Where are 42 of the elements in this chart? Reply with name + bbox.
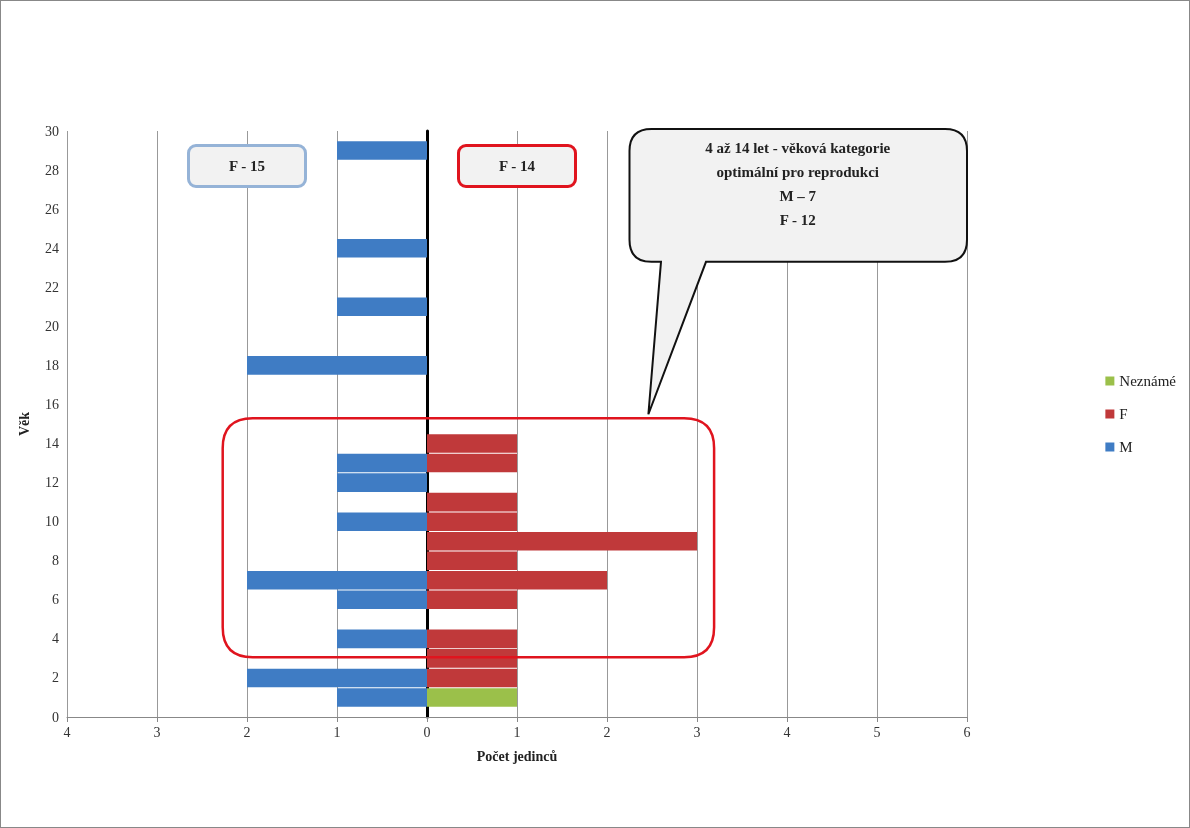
y-tick-label: 26 (45, 201, 59, 217)
bar (337, 512, 427, 531)
y-tick-label: 28 (45, 162, 59, 178)
x-tick-label: 5 (873, 724, 881, 740)
bar (247, 356, 427, 375)
x-tick-label: 1 (333, 724, 341, 740)
y-tick-label: 0 (52, 709, 59, 725)
y-tick-label: 14 (45, 436, 59, 452)
annotation: F - 14 (499, 157, 536, 177)
y-tick-label: 12 (45, 475, 59, 491)
y-tick-label: 10 (45, 514, 59, 530)
bar (337, 629, 427, 649)
bar (337, 238, 427, 258)
y-axis-title: Věk (16, 411, 32, 437)
x-axis-title: Počet jedinců (476, 748, 558, 764)
annotation: F - 15 (229, 157, 266, 177)
y-tick-label: 22 (45, 279, 59, 295)
bar (427, 688, 517, 707)
legend-label: M (1119, 439, 1133, 455)
legend-label: F (1119, 406, 1128, 422)
x-tick-label: 1 (513, 724, 521, 740)
y-tick-label: 2 (52, 670, 59, 686)
y-tick-label: 30 (45, 123, 59, 139)
x-tick-label: 0 (423, 724, 431, 740)
annotation: 4 až 14 let - věková kategorie optimální pro reprodukci M – 7 F - 12 (705, 138, 891, 230)
y-tick-label: 24 (45, 240, 59, 256)
bar (337, 297, 427, 317)
x-tick-label: 4 (783, 724, 791, 740)
x-tick-label: 2 (603, 724, 611, 740)
y-tick-label: 4 (52, 631, 59, 647)
y-tick-label: 8 (52, 553, 59, 569)
bar (337, 141, 427, 160)
y-tick-label: 16 (45, 396, 59, 412)
legend-label: Neznámé (1119, 373, 1177, 389)
x-tick-label: 4 (63, 724, 71, 740)
x-tick-label: 3 (693, 724, 701, 740)
y-tick-label: 6 (52, 592, 59, 608)
x-tick-label: 6 (963, 724, 971, 740)
x-tick-label: 3 (153, 724, 161, 740)
y-tick-label: 20 (45, 318, 59, 334)
y-tick-label: 18 (45, 357, 59, 373)
x-tick-label: 2 (243, 724, 251, 740)
